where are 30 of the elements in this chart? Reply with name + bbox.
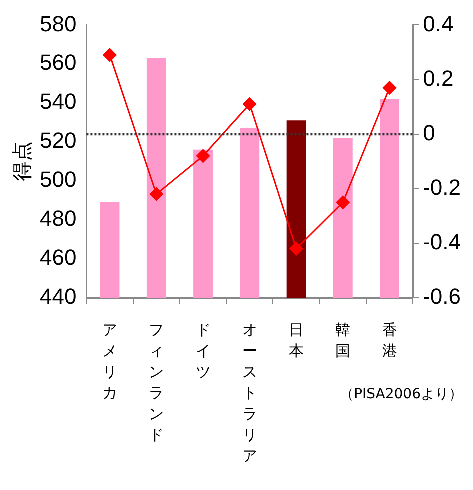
text: （PISA2006より） (340, 386, 463, 403)
x-tick-label: オーストラリア (242, 320, 258, 467)
x-tick-label: 日本 (289, 320, 304, 362)
point (150, 188, 164, 202)
y-axis-title: 得点 (10, 142, 34, 182)
point (196, 149, 210, 163)
y2-tick-label: 0.2 (423, 66, 454, 91)
y2-tick-label: 0 (423, 120, 436, 146)
point (243, 98, 257, 112)
y-tick-label: 500 (40, 167, 77, 192)
point (290, 242, 304, 256)
y2-tick-label: -0.6 (423, 284, 462, 310)
point (383, 81, 397, 95)
point (336, 196, 350, 210)
y-tick-label: 560 (40, 50, 77, 76)
y-tick-label: 440 (40, 284, 77, 310)
y2-tick-label: -0.4 (423, 230, 462, 255)
x-tick-label: アメリカ (102, 320, 118, 404)
x-tick-label: フィンランド (149, 320, 164, 446)
y2-tick-label: 0.4 (423, 11, 454, 36)
y-tick-label: 480 (40, 206, 77, 232)
point (103, 48, 117, 62)
y-tick-label: 580 (40, 11, 77, 36)
x-tick-label: 香港 (382, 321, 398, 360)
x-tick-label: ドイツ (196, 320, 211, 383)
y2-tick-label: -0.2 (423, 174, 462, 200)
y-tick-label: 520 (40, 128, 77, 154)
y-tick-label: 460 (40, 245, 77, 270)
x-tick-label: 韓国 (336, 321, 351, 360)
y-tick-label: 540 (40, 89, 77, 114)
